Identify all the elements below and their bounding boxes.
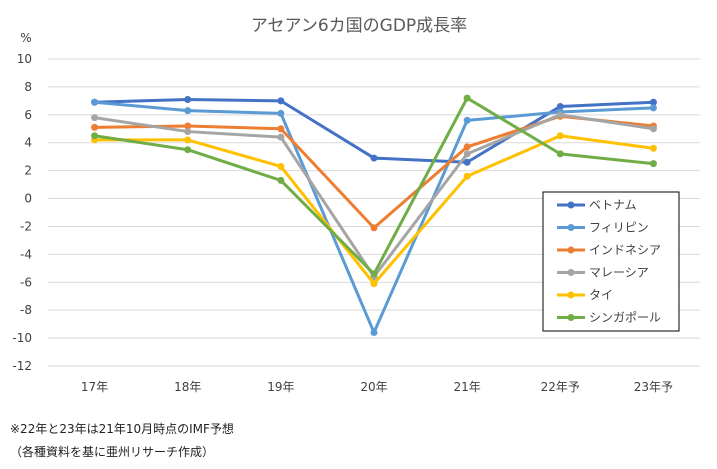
legend-entry: ベトナム: [557, 198, 637, 212]
legend-swatch-marker: [567, 314, 575, 321]
data-point: [370, 329, 378, 337]
data-point: [649, 104, 657, 112]
data-point: [649, 125, 657, 133]
x-tick-label: 18年: [174, 380, 201, 394]
legend-label: フィリピン: [589, 221, 649, 235]
x-tick-label: 22年予: [541, 380, 580, 394]
legend-label: マレーシア: [589, 266, 649, 280]
data-point: [556, 111, 564, 119]
data-point: [184, 136, 192, 144]
data-point: [184, 107, 192, 115]
data-point: [370, 154, 378, 162]
footnote-forecast: ※22年と23年は21年10月時点のIMF予想: [10, 422, 234, 436]
y-axis-tick-labels: 10 8 6 4 2 0 -2 -4 -6 -8 -10 -12: [12, 52, 32, 373]
y-tick-label: 6: [24, 108, 32, 122]
data-point: [556, 132, 564, 140]
legend-label: ベトナム: [589, 198, 637, 212]
legend-entry: タイ: [557, 288, 613, 302]
data-point: [184, 128, 192, 136]
x-tick-label: 23年予: [634, 380, 673, 394]
data-point: [556, 150, 564, 158]
legend-label: タイ: [589, 288, 613, 302]
y-tick-label: 8: [24, 80, 32, 94]
x-tick-label: 20年: [360, 380, 387, 394]
x-tick-label: 17年: [81, 380, 108, 394]
y-tick-label: 10: [17, 52, 32, 66]
legend-swatch-marker: [567, 201, 575, 209]
y-tick-label: -8: [20, 303, 32, 317]
legend-label: インドネシア: [589, 243, 661, 257]
data-point: [649, 160, 657, 168]
y-tick-label: 2: [24, 164, 32, 178]
x-tick-label: 21年: [454, 380, 481, 394]
y-tick-label: -6: [20, 275, 32, 289]
data-point: [277, 162, 285, 170]
legend-entry: マレーシア: [557, 266, 649, 280]
data-point: [91, 98, 99, 106]
footnote-source: （各種資料を基に亜州リサーチ作成）: [10, 445, 215, 459]
y-tick-label: -12: [12, 359, 32, 373]
data-point: [463, 116, 471, 124]
data-point: [463, 94, 471, 102]
data-point: [463, 172, 471, 180]
legend-box: [542, 191, 680, 332]
data-point: [370, 224, 378, 232]
y-tick-label: -10: [12, 331, 32, 345]
legend-label: シンガポール: [589, 311, 661, 325]
x-tick-label: 19年: [267, 380, 294, 394]
data-point: [649, 98, 657, 106]
data-point: [277, 176, 285, 184]
data-point: [91, 123, 99, 131]
data-point: [277, 109, 285, 117]
data-point: [184, 122, 192, 130]
data-point: [463, 150, 471, 158]
legend-entry: インドネシア: [557, 243, 661, 257]
data-point: [463, 143, 471, 151]
y-tick-label: -4: [20, 247, 32, 261]
data-point: [277, 133, 285, 141]
data-point: [370, 270, 378, 278]
legend-entry: シンガポール: [557, 311, 661, 325]
y-axis-unit-label: %: [20, 31, 31, 45]
data-point: [91, 132, 99, 140]
y-tick-label: -2: [20, 219, 32, 233]
y-tick-label: 4: [24, 136, 32, 150]
series-lines: [91, 94, 657, 337]
data-point: [184, 95, 192, 103]
legend-swatch-marker: [567, 224, 575, 231]
series: [91, 94, 657, 278]
legend-swatch-marker: [567, 291, 575, 299]
data-point: [556, 102, 564, 110]
legend-swatch-marker: [567, 269, 575, 276]
data-point: [277, 125, 285, 133]
data-point: [184, 146, 192, 154]
chart-title: アセアン6カ国のGDP成長率: [251, 16, 467, 36]
data-point: [91, 114, 99, 122]
data-point: [370, 280, 378, 288]
data-point: [463, 158, 471, 166]
data-point: [277, 97, 285, 105]
legend-swatch-marker: [567, 246, 575, 254]
x-axis-tick-labels: 17年 18年 19年 20年 21年 22年予 23年予: [81, 380, 673, 394]
y-tick-label: 0: [24, 192, 32, 206]
data-point: [649, 144, 657, 152]
legend-entry: フィリピン: [557, 221, 649, 235]
